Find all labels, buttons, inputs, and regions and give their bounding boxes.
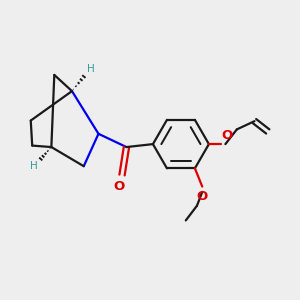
- Text: H: H: [87, 64, 94, 74]
- Text: H: H: [30, 161, 38, 171]
- Text: O: O: [196, 190, 207, 202]
- Text: O: O: [221, 129, 233, 142]
- Text: O: O: [113, 180, 125, 193]
